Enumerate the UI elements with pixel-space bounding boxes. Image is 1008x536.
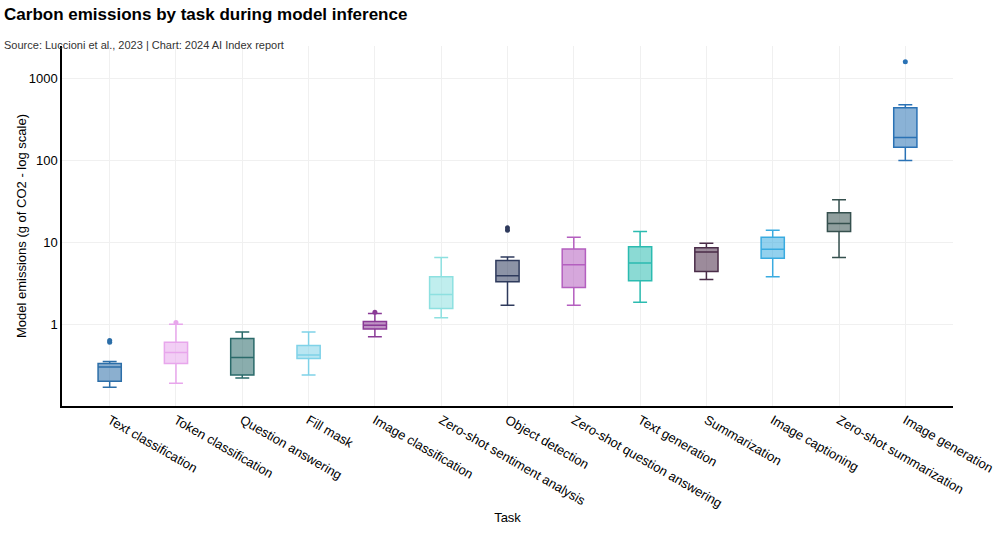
svg-text:Text generation: Text generation xyxy=(635,412,719,469)
svg-text:1: 1 xyxy=(50,317,57,332)
svg-text:Text classification: Text classification xyxy=(105,412,200,476)
svg-text:Zero-shot summarization: Zero-shot summarization xyxy=(834,412,966,497)
svg-text:100: 100 xyxy=(36,153,58,168)
svg-text:1000: 1000 xyxy=(29,71,58,86)
svg-text:Zero-shot question answering: Zero-shot question answering xyxy=(569,412,725,511)
svg-text:Image captioning: Image captioning xyxy=(768,412,861,474)
svg-text:Source: Luccioni et al., 2023: Source: Luccioni et al., 2023 | Chart: 2… xyxy=(4,39,284,51)
svg-text:Task: Task xyxy=(494,510,521,525)
svg-text:10: 10 xyxy=(43,235,57,250)
svg-text:Object detection: Object detection xyxy=(503,412,592,472)
svg-text:Token classification: Token classification xyxy=(171,412,275,481)
svg-text:Zero-shot sentiment analysis: Zero-shot sentiment analysis xyxy=(436,412,588,508)
svg-text:Question answering: Question answering xyxy=(238,412,345,482)
svg-text:Model emissions (g of CO2 - lo: Model emissions (g of CO2 - log scale) xyxy=(14,114,29,338)
svg-text:Summarization: Summarization xyxy=(702,412,785,468)
svg-text:Fill mask: Fill mask xyxy=(304,412,356,451)
svg-text:Carbon emissions by task durin: Carbon emissions by task during model in… xyxy=(4,5,407,24)
svg-text:Image generation: Image generation xyxy=(901,412,996,476)
svg-text:Image classification: Image classification xyxy=(370,412,476,482)
